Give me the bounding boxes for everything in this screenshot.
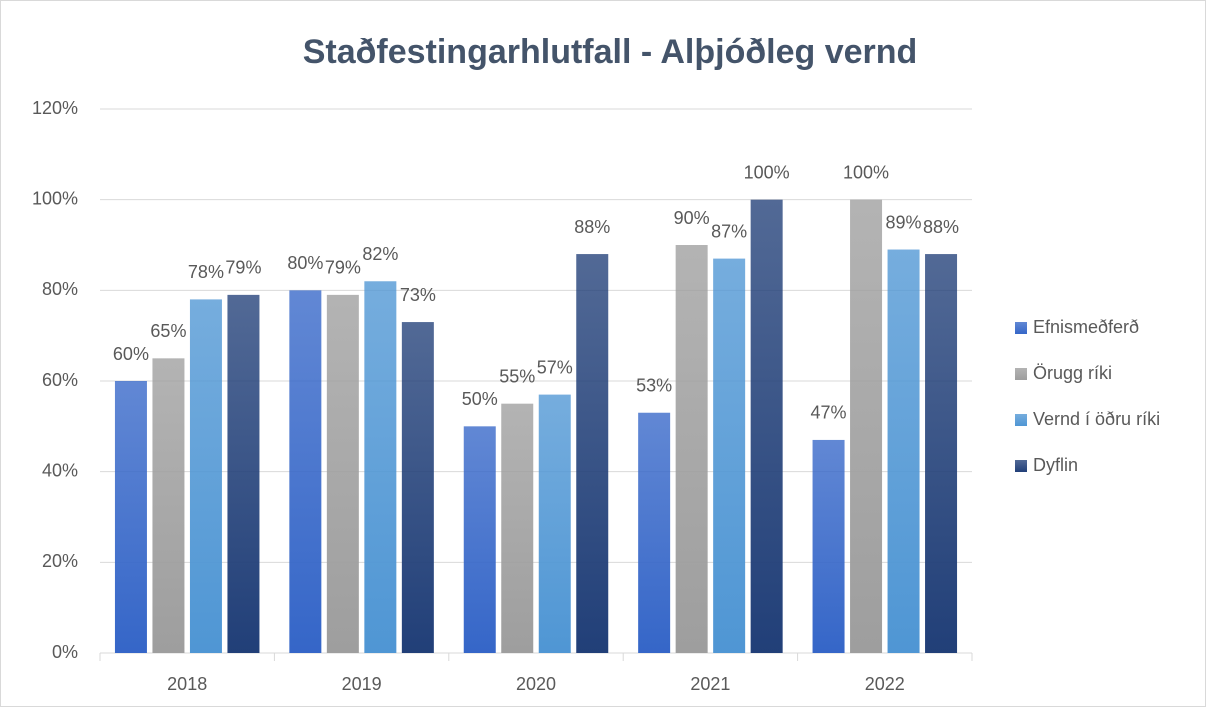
bar — [850, 199, 883, 653]
y-tick-label: 20% — [42, 551, 78, 571]
data-label: 88% — [923, 217, 959, 237]
bar — [326, 294, 359, 653]
data-label: 73% — [400, 285, 436, 305]
bar — [812, 439, 845, 653]
data-label: 57% — [537, 357, 573, 377]
data-label: 100% — [744, 162, 790, 182]
bar — [538, 394, 571, 653]
data-label: 100% — [843, 162, 889, 182]
bar — [401, 322, 434, 653]
data-label: 47% — [811, 403, 847, 423]
bar — [501, 403, 534, 653]
data-label: 60% — [113, 344, 149, 364]
bar — [638, 412, 671, 653]
bar — [675, 245, 708, 653]
y-tick-label: 100% — [32, 188, 78, 208]
data-label: 55% — [499, 366, 535, 386]
bar — [114, 381, 147, 653]
chart-title: Staðfestingarhlutfall - Alþjóðleg vernd — [303, 33, 918, 71]
legend-label: Efnismeðferð — [1033, 317, 1139, 337]
bar — [463, 426, 496, 653]
legend-swatch — [1015, 414, 1027, 426]
data-label: 88% — [574, 217, 610, 237]
x-tick-label: 2019 — [342, 674, 382, 694]
y-tick-label: 120% — [32, 98, 78, 118]
data-label: 65% — [150, 321, 186, 341]
bar — [713, 258, 746, 653]
y-tick-label: 80% — [42, 279, 78, 299]
legend-label: Dyflin — [1033, 455, 1078, 475]
bar — [576, 254, 609, 654]
data-label: 82% — [362, 244, 398, 264]
y-tick-label: 0% — [52, 642, 78, 662]
legend-swatch — [1015, 460, 1027, 472]
x-tick-label: 2020 — [516, 674, 556, 694]
x-tick-label: 2018 — [167, 674, 207, 694]
data-label: 89% — [886, 212, 922, 232]
bar — [189, 299, 222, 653]
x-tick-label: 2022 — [865, 674, 905, 694]
data-label: 50% — [462, 389, 498, 409]
legend-swatch — [1015, 368, 1027, 380]
bar — [364, 281, 397, 653]
data-label: 79% — [325, 258, 361, 278]
data-label: 79% — [225, 258, 261, 278]
bar — [289, 290, 322, 653]
bar — [152, 358, 185, 653]
data-label: 78% — [188, 262, 224, 282]
data-label: 53% — [636, 375, 672, 395]
data-label: 90% — [674, 208, 710, 228]
bar — [925, 254, 958, 654]
legend-label: Örugg ríki — [1033, 363, 1112, 383]
y-tick-label: 60% — [42, 370, 78, 390]
legend-swatch — [1015, 322, 1027, 334]
data-label: 87% — [711, 221, 747, 241]
data-label: 80% — [287, 253, 323, 273]
legend-label: Vernd í öðru ríki — [1033, 409, 1160, 429]
bar — [227, 294, 260, 653]
bar — [887, 249, 920, 654]
y-tick-label: 40% — [42, 460, 78, 480]
x-tick-label: 2021 — [690, 674, 730, 694]
bar — [750, 199, 783, 653]
